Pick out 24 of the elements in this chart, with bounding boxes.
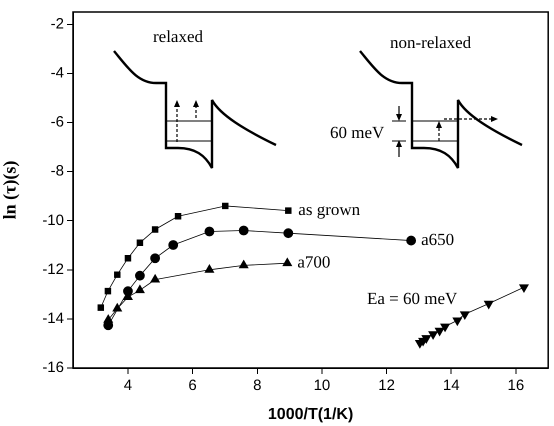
annotation: 60 meV — [330, 123, 384, 142]
annotation: non-relaxed — [390, 33, 472, 52]
x-tick-label: 10 — [314, 377, 330, 394]
series-label: as grown — [298, 200, 361, 220]
y-tick-label: -10 — [42, 212, 64, 229]
x-tick-label: 16 — [508, 377, 524, 394]
series-label: a650 — [421, 230, 454, 250]
series-label: a700 — [297, 252, 330, 272]
annotation: Ea = 60 meV — [367, 289, 458, 308]
y-tick-label: -6 — [50, 114, 64, 131]
y-tick-label: -16 — [42, 359, 64, 376]
y-axis-title: ln (τ)(s) — [0, 160, 20, 220]
x-tick-label: 6 — [188, 377, 197, 394]
y-tick-label: -12 — [42, 260, 64, 278]
y-tick-label: -14 — [42, 310, 64, 328]
x-tick-label: 8 — [253, 377, 262, 394]
annotation: relaxed — [153, 27, 204, 46]
x-tick-label: 12 — [378, 377, 395, 394]
x-tick-label: 14 — [442, 377, 460, 394]
y-tick-label: -8 — [50, 162, 64, 180]
y-tick-label: -2 — [50, 15, 64, 32]
x-tick-label: 4 — [124, 377, 132, 394]
y-tick-label: -4 — [50, 64, 64, 82]
x-axis-title: 1000/T(1/K) — [268, 406, 354, 423]
